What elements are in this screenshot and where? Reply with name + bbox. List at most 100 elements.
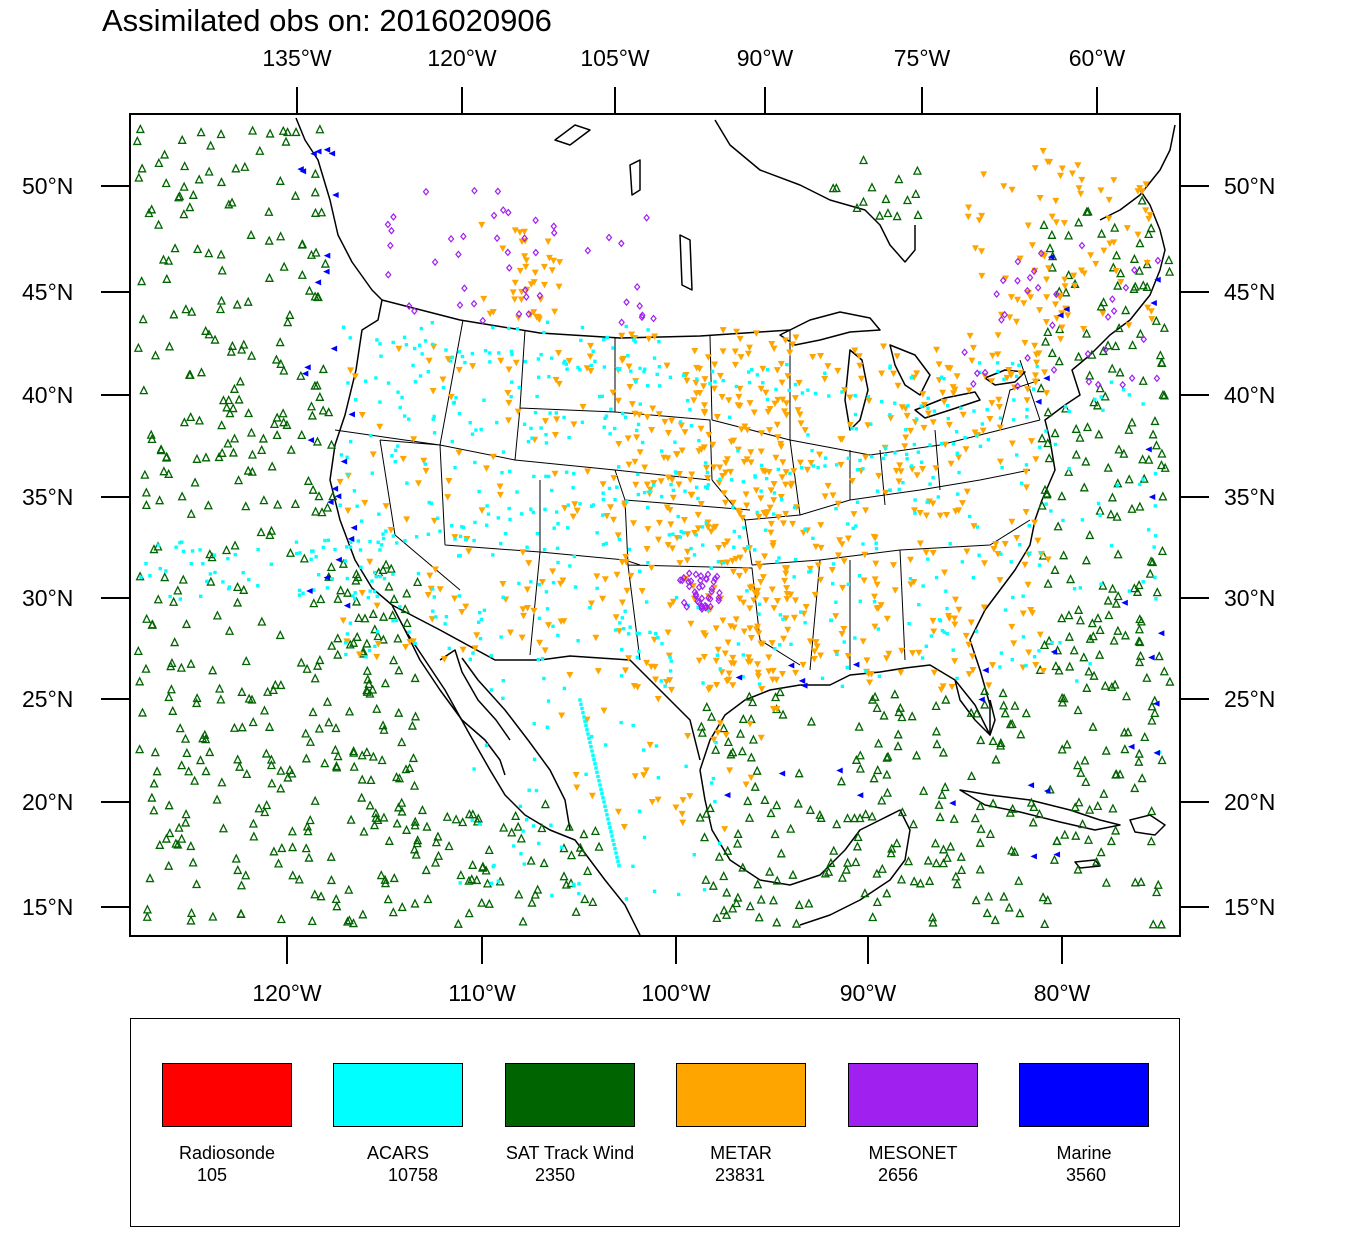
obs-marker: [882, 489, 890, 497]
obs-marker: [478, 636, 483, 641]
obs-marker: [910, 507, 918, 514]
obs-marker: [338, 558, 348, 568]
obs-marker: [851, 754, 861, 764]
obs-marker: [360, 613, 370, 623]
obs-marker: [169, 309, 179, 319]
obs-marker: [869, 773, 879, 783]
obs-marker: [792, 575, 796, 579]
obs-marker: [378, 548, 382, 552]
obs-marker: [648, 799, 656, 806]
obs-marker: [611, 346, 615, 350]
obs-marker: [1006, 845, 1017, 855]
obs-marker: [935, 811, 945, 822]
obs-marker: [517, 581, 521, 586]
obs-marker: [895, 702, 905, 712]
obs-marker: [600, 791, 604, 796]
obs-marker: [643, 545, 651, 553]
obs-marker: [625, 655, 633, 662]
obs-marker: [877, 863, 887, 873]
obs-marker: [229, 722, 240, 732]
obs-marker: [190, 549, 195, 553]
obs-marker: [1047, 254, 1055, 261]
obs-marker: [472, 767, 476, 771]
obs-marker: [1061, 283, 1069, 290]
obs-marker: [616, 859, 620, 864]
obs-marker: [994, 351, 1002, 358]
obs-marker: [1034, 809, 1045, 819]
obs-marker: [166, 684, 176, 694]
obs-marker: [540, 263, 548, 271]
obs-marker: [533, 884, 543, 894]
obs-marker: [858, 155, 869, 165]
obs-marker: [423, 339, 428, 343]
obs-marker: [297, 269, 307, 279]
obs-marker: [696, 496, 700, 501]
obs-marker: [549, 356, 554, 360]
obs-marker: [1156, 919, 1166, 929]
obs-marker: [646, 328, 650, 332]
left-lat-label: 50°N: [22, 173, 73, 199]
obs-marker: [706, 608, 711, 613]
obs-marker: [700, 383, 708, 390]
obs-marker: [707, 711, 717, 721]
obs-marker: [856, 362, 864, 370]
obs-marker: [1029, 801, 1039, 812]
obs-marker: [535, 531, 540, 536]
obs-marker: [720, 541, 728, 549]
obs-marker: [511, 810, 521, 820]
obs-marker: [159, 466, 169, 476]
obs-marker: [614, 532, 622, 539]
obs-marker: [736, 554, 744, 562]
obs-marker: [775, 559, 779, 564]
obs-marker: [1157, 630, 1165, 637]
obs-marker: [424, 591, 432, 599]
obs-marker: [549, 823, 553, 827]
obs-marker: [518, 916, 528, 926]
obs-marker: [627, 572, 635, 580]
legend-count: 3560: [1065, 1165, 1107, 1185]
obs-marker: [915, 878, 926, 888]
obs-marker: [290, 190, 301, 200]
obs-marker: [731, 348, 739, 355]
obs-marker: [620, 411, 625, 416]
obs-marker: [753, 623, 761, 631]
obs-marker: [1131, 266, 1138, 275]
obs-marker: [929, 419, 937, 426]
obs-marker: [1111, 341, 1121, 351]
obs-marker: [306, 401, 317, 411]
obs-marker: [721, 826, 729, 833]
obs-marker: [887, 415, 895, 422]
obs-marker: [335, 556, 342, 563]
obs-marker: [358, 548, 363, 552]
obs-marker: [553, 416, 561, 423]
obs-marker: [377, 755, 387, 765]
obs-marker: [185, 202, 195, 212]
obs-marker: [189, 561, 193, 566]
obs-marker: [709, 441, 717, 449]
obs-marker: [730, 660, 738, 667]
obs-marker: [340, 458, 348, 465]
obs-marker: [759, 463, 764, 468]
obs-marker: [580, 420, 585, 425]
obs-marker: [313, 660, 323, 670]
obs-marker: [471, 186, 478, 195]
obs-marker: [296, 370, 306, 380]
obs-marker: [589, 745, 593, 749]
obs-marker: [676, 576, 684, 585]
obs-marker: [1020, 300, 1028, 307]
obs-marker: [310, 168, 320, 178]
obs-marker: [149, 544, 159, 554]
obs-marker: [604, 414, 609, 418]
obs-marker: [1056, 294, 1064, 301]
obs-marker: [1146, 836, 1156, 846]
obs-marker: [774, 514, 782, 521]
obs-marker: [773, 598, 781, 605]
obs-marker: [897, 487, 901, 492]
obs-marker: [1159, 322, 1169, 332]
obs-marker: [890, 689, 900, 699]
obs-marker: [546, 699, 551, 703]
obs-marker: [482, 465, 490, 472]
obs-marker: [237, 686, 247, 696]
obs-marker: [592, 757, 596, 762]
obs-marker: [688, 471, 696, 479]
